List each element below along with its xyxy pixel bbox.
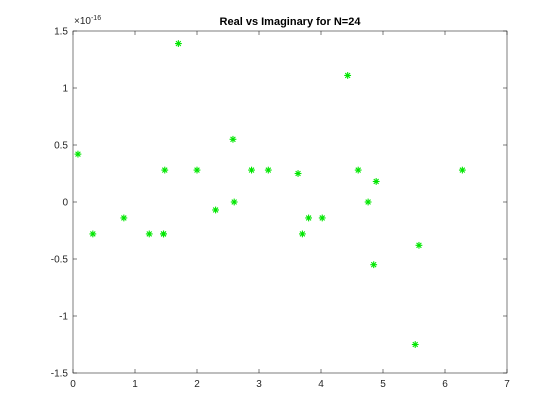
data-point: [248, 166, 255, 174]
x-tick-label: 0: [70, 379, 76, 390]
data-point: [160, 230, 167, 238]
data-point: [120, 214, 128, 222]
data-point: [458, 166, 466, 174]
data-point: [294, 170, 302, 177]
data-point: [305, 214, 312, 222]
chart-title: Real vs Imaginary for N=24: [220, 16, 362, 28]
x-tick-label: 1: [132, 379, 138, 390]
x-tick-labels: 0 1 2 3 4 5 6 7: [70, 379, 510, 390]
data-point: [89, 230, 97, 238]
data-point: [364, 198, 372, 206]
data-point: [370, 261, 378, 269]
data-point: [193, 166, 201, 174]
data-point: [161, 166, 169, 174]
data-point: [212, 206, 219, 214]
y-multiplier-base: ×10: [74, 16, 91, 27]
data-point: [354, 166, 362, 174]
data-point: [411, 341, 419, 348]
y-multiplier-exponent: -16: [91, 15, 101, 22]
y-tick-label: 1.5: [54, 27, 68, 38]
data-point: [372, 178, 380, 185]
x-tick-label: 4: [318, 379, 324, 390]
y-tick-label: 0: [62, 198, 68, 209]
data-point: [344, 72, 352, 79]
x-tick-label: 2: [194, 379, 200, 390]
x-tick-label: 5: [380, 379, 386, 390]
x-tick-label: 3: [256, 379, 262, 390]
data-point: [299, 230, 306, 238]
y-tick-labels: -1.5 -1 -0.5 0 0.5 1 1.5: [51, 27, 69, 380]
y-tick-label: -1.5: [51, 369, 69, 380]
axes-box: [72, 30, 508, 374]
y-tick-label: 1: [62, 84, 68, 95]
y-tick-label: -1: [59, 312, 68, 323]
data-point: [264, 166, 272, 174]
data-point: [74, 150, 82, 158]
data-point: [229, 135, 237, 143]
y-tick-label: -0.5: [51, 255, 69, 266]
data-point: [175, 40, 182, 47]
y-tick-label: 0.5: [54, 141, 68, 152]
axes-background: [73, 31, 507, 373]
x-tick-label: 7: [504, 379, 510, 390]
x-tick-label: 6: [442, 379, 448, 390]
data-point: [318, 214, 326, 222]
data-markers: [74, 40, 466, 348]
data-point: [145, 230, 153, 238]
data-point: [230, 198, 238, 206]
y-axis-multiplier: ×10-16: [74, 15, 101, 27]
data-point: [415, 241, 423, 249]
